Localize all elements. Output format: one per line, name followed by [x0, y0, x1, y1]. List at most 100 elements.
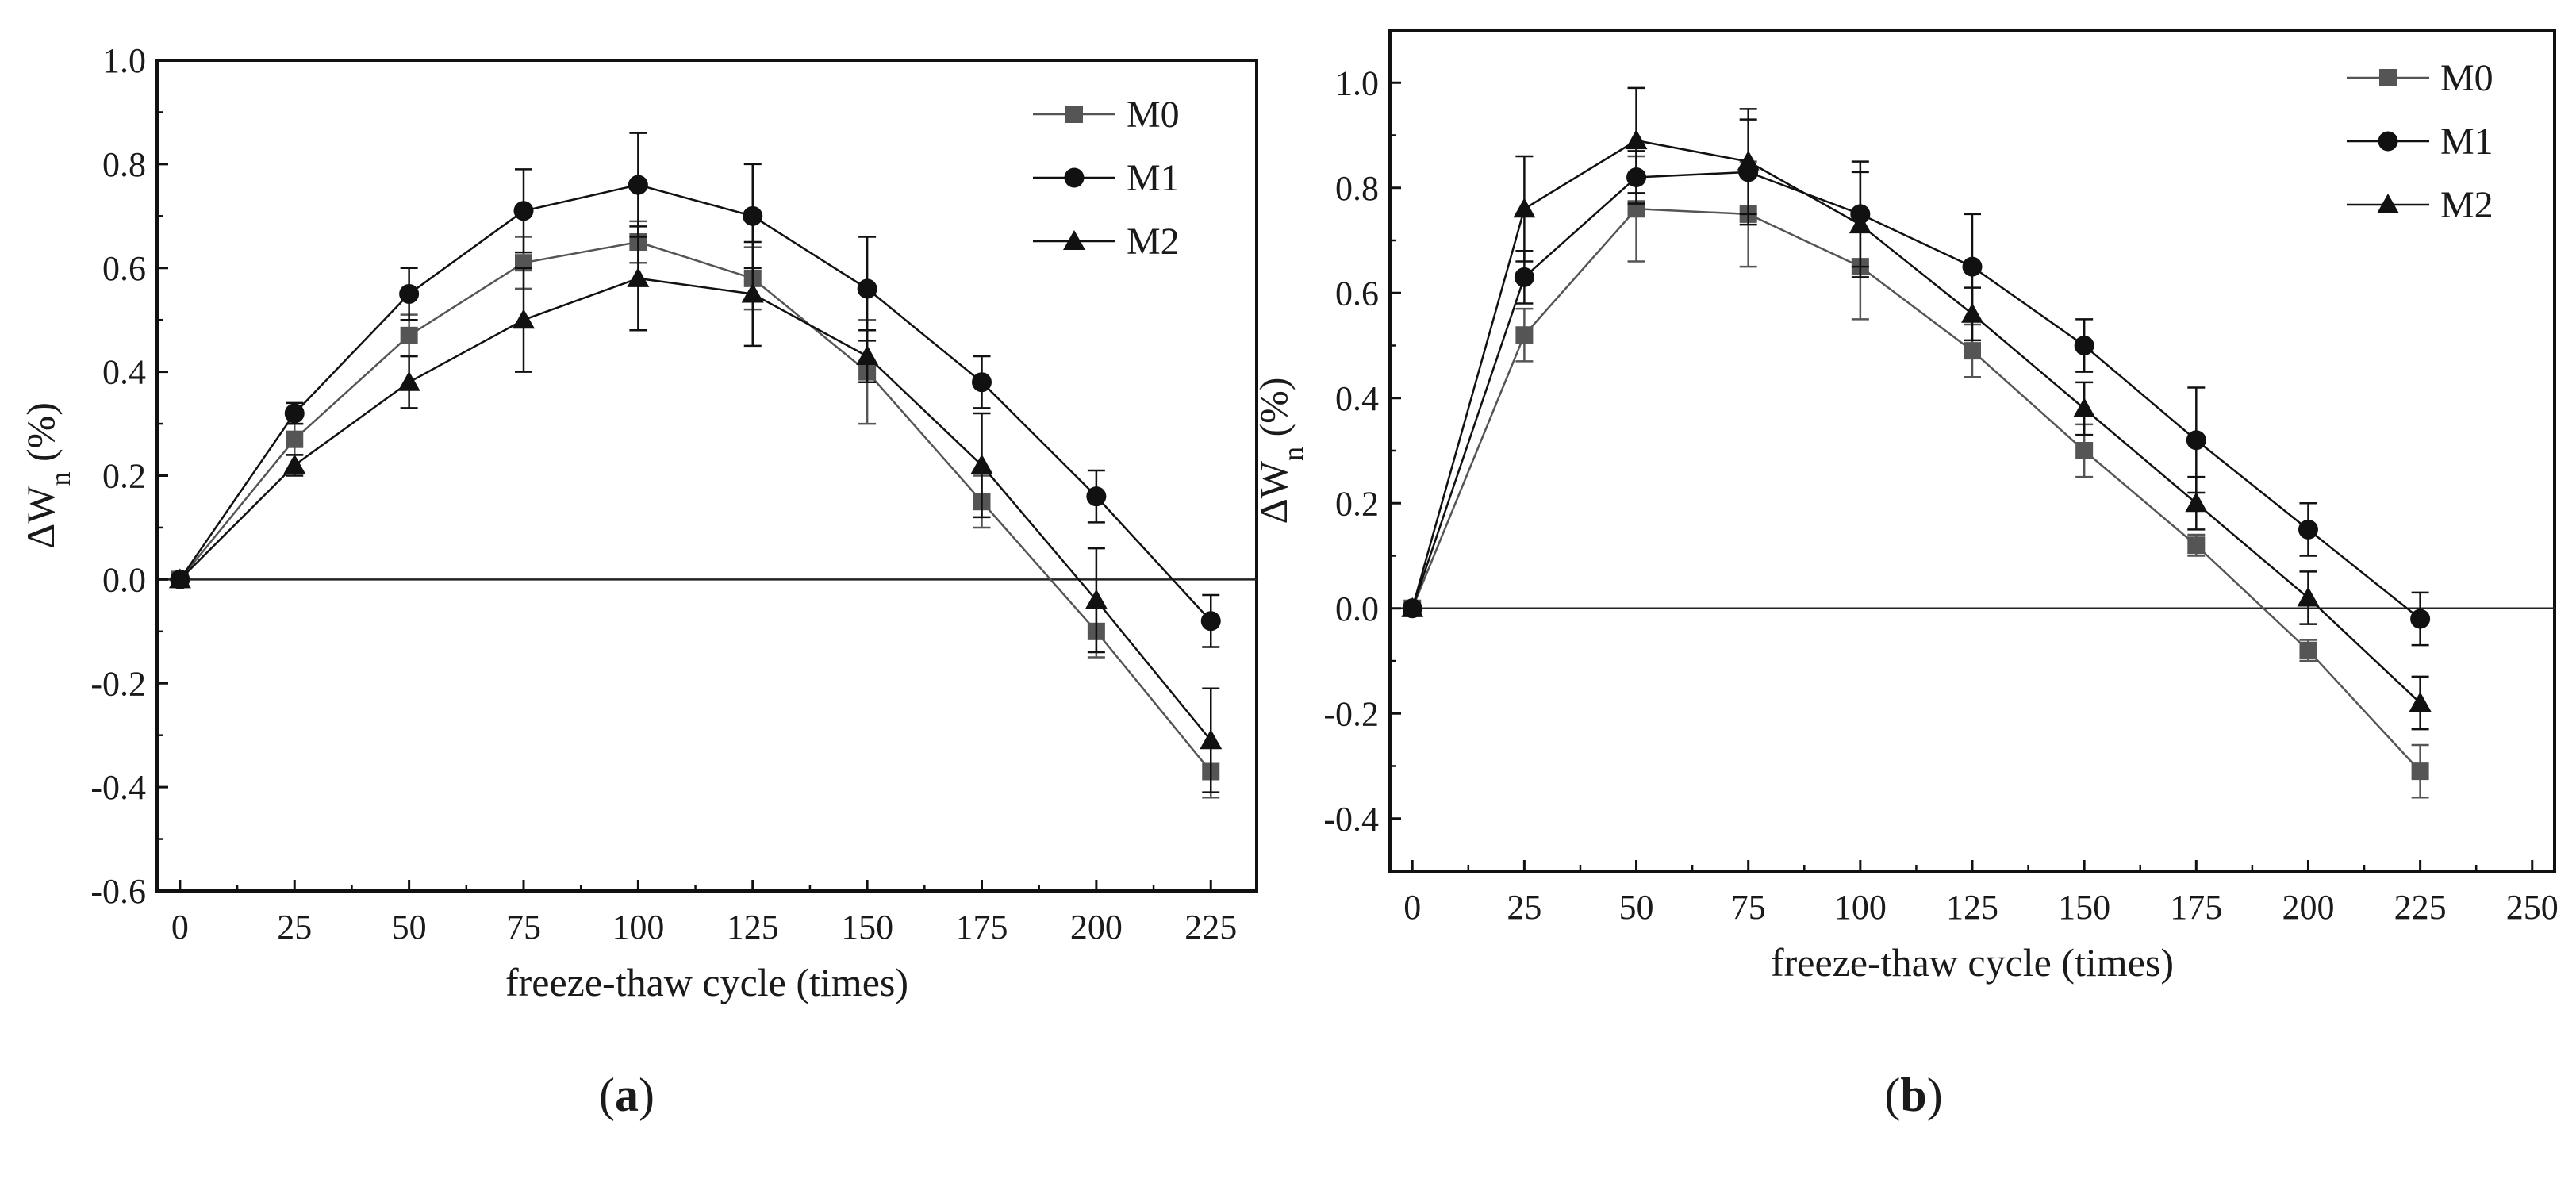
data-point	[2186, 430, 2206, 451]
x-tick-label: 150	[841, 908, 893, 947]
data-point	[1513, 198, 1536, 218]
legend-item-m0: M0	[1033, 94, 1180, 136]
data-point	[2187, 536, 2206, 555]
x-tick-label: 75	[1731, 888, 1766, 927]
y-tick-label: 0.0	[1335, 589, 1379, 628]
legend-label: M0	[1127, 94, 1180, 136]
series-line	[179, 240, 1212, 773]
series-line	[1411, 171, 2421, 620]
panel-label-letter: a	[615, 1069, 639, 1121]
legend-item-m0: M0	[2347, 57, 2493, 99]
data-point	[1086, 486, 1107, 507]
x-tick-label: 0	[1403, 888, 1421, 927]
series-m2	[1401, 86, 2432, 731]
legend-label: M2	[2440, 184, 2493, 226]
panel-label: (a)	[599, 1069, 655, 1121]
data-point	[1085, 589, 1108, 609]
y-tick-label: 0.2	[1335, 484, 1379, 523]
legend-label: M1	[1127, 157, 1180, 199]
data-point	[284, 403, 305, 424]
x-tick-label: 25	[1507, 888, 1541, 927]
data-point	[1964, 342, 1981, 360]
x-tick-label: 100	[1834, 888, 1887, 927]
series-line	[1411, 207, 2421, 772]
x-tick-label: 50	[392, 908, 427, 947]
x-tick-label: 225	[1184, 908, 1237, 947]
y-tick-label: -0.2	[90, 664, 146, 703]
chart-panel-b: 0 25 50 75 100 125 150 175 200 225 250 -0.4 -0.2 0.0 0…	[1251, 29, 2559, 1121]
x-axis-title: freeze-thaw cycle (times)	[1771, 940, 2174, 985]
x-tick-label: 250	[2506, 888, 2559, 927]
series-line	[179, 183, 1212, 622]
legend-marker	[1064, 167, 1085, 188]
y-tick-label: -0.4	[90, 768, 146, 807]
panel-label-close: )	[639, 1069, 655, 1121]
legend-marker	[1063, 230, 1085, 250]
data-point	[857, 278, 877, 299]
legend-item-m1: M1	[2347, 121, 2493, 163]
data-point	[1849, 213, 1872, 234]
y-tick-label: 0.4	[102, 353, 146, 392]
data-point	[2075, 442, 2094, 459]
y-tick-label: 0.8	[1335, 169, 1379, 208]
x-tick-label: 200	[2282, 888, 2334, 927]
data-point	[1961, 302, 1983, 323]
data-point	[168, 568, 191, 589]
y-tick-label: 0.4	[1335, 379, 1379, 418]
panel-label-letter: b	[1900, 1069, 1926, 1121]
data-point	[1401, 597, 1424, 617]
y-tick-label: 1.0	[1335, 63, 1379, 102]
data-point	[627, 267, 650, 287]
x-tick-label: 50	[1619, 888, 1654, 927]
data-point	[1737, 150, 1760, 171]
y-tick-label: 0.6	[1335, 274, 1379, 313]
x-tick-label: 75	[506, 908, 541, 947]
series-m1	[170, 132, 1221, 648]
y-axis-title-subscript: n	[44, 472, 76, 486]
x-tick-label: 125	[1946, 888, 1998, 927]
data-point	[513, 201, 534, 221]
legend-marker	[1065, 106, 1083, 123]
panel-label: (b)	[1884, 1069, 1942, 1121]
legend-marker	[2379, 69, 2397, 86]
data-point	[741, 282, 764, 303]
x-tick-label: 25	[277, 908, 312, 947]
data-point	[972, 372, 992, 393]
panel-label-close: )	[1927, 1069, 1943, 1121]
y-tick-label: 0.6	[102, 249, 146, 288]
y-axis-title-main: ΔW	[1251, 460, 1296, 524]
data-point	[2297, 586, 2320, 607]
x-tick-label: 0	[171, 908, 189, 947]
y-tick-label: -0.6	[90, 872, 146, 911]
data-point	[399, 283, 420, 304]
legend-marker	[2377, 194, 2399, 213]
y-axis-title: ΔWn (%)	[1251, 378, 1309, 524]
x-tick-label: 175	[956, 908, 1008, 947]
data-point	[2073, 397, 2096, 417]
x-tick-label: 125	[727, 908, 779, 947]
data-point	[628, 175, 648, 195]
y-tick-label: 1.0	[102, 41, 146, 80]
data-point	[397, 371, 420, 391]
data-point	[2074, 336, 2094, 355]
legend-item-m1: M1	[1033, 157, 1180, 199]
data-point	[286, 430, 304, 448]
data-point	[1962, 256, 1983, 277]
data-point	[1514, 267, 1534, 287]
x-tick-label: 175	[2170, 888, 2222, 927]
chart-panel-a: 0 25 50 75 100 125 150 175 200 225 -0.6 -0.4 -0.2 0.0…	[18, 41, 1258, 1121]
x-tick-label: 100	[612, 908, 664, 947]
series-m0	[171, 220, 1220, 799]
series-line	[179, 277, 1212, 742]
series-m1	[1402, 118, 2431, 647]
x-tick-label: 200	[1070, 908, 1123, 947]
data-point	[2298, 519, 2318, 540]
y-axis-title-unit: (%)	[1251, 378, 1296, 447]
y-axis-title-unit: (%)	[18, 402, 63, 471]
legend-item-m2: M2	[1033, 221, 1180, 263]
data-point	[2185, 492, 2208, 513]
series-line	[1411, 139, 2421, 704]
y-tick-label: 0.0	[102, 560, 146, 599]
data-point	[743, 205, 763, 226]
